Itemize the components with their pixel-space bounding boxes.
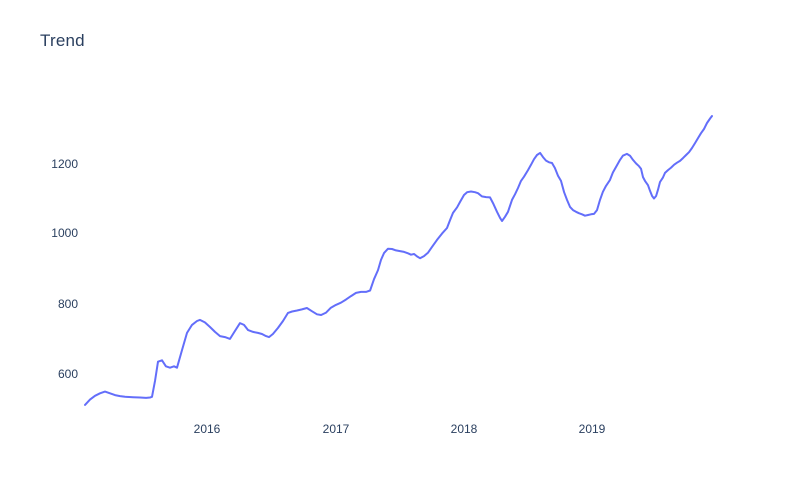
y-axis-tick-label-1200: 1200 [51, 157, 78, 171]
x-axis-tick-label-2016: 2016 [193, 422, 221, 436]
trend-line[interactable] [84, 115, 713, 406]
y-axis-tick-label-1000: 1000 [51, 226, 78, 240]
y-axis-tick-label-600: 600 [57, 367, 78, 381]
x-axis-tick-label-2018: 2018 [450, 422, 478, 436]
y-axis-tick-label-800: 800 [57, 297, 78, 311]
x-axis-tick-label-2019: 2019 [578, 422, 606, 436]
chart-title: Trend [40, 31, 85, 50]
x-axis-tick-label-2017: 2017 [322, 422, 350, 436]
